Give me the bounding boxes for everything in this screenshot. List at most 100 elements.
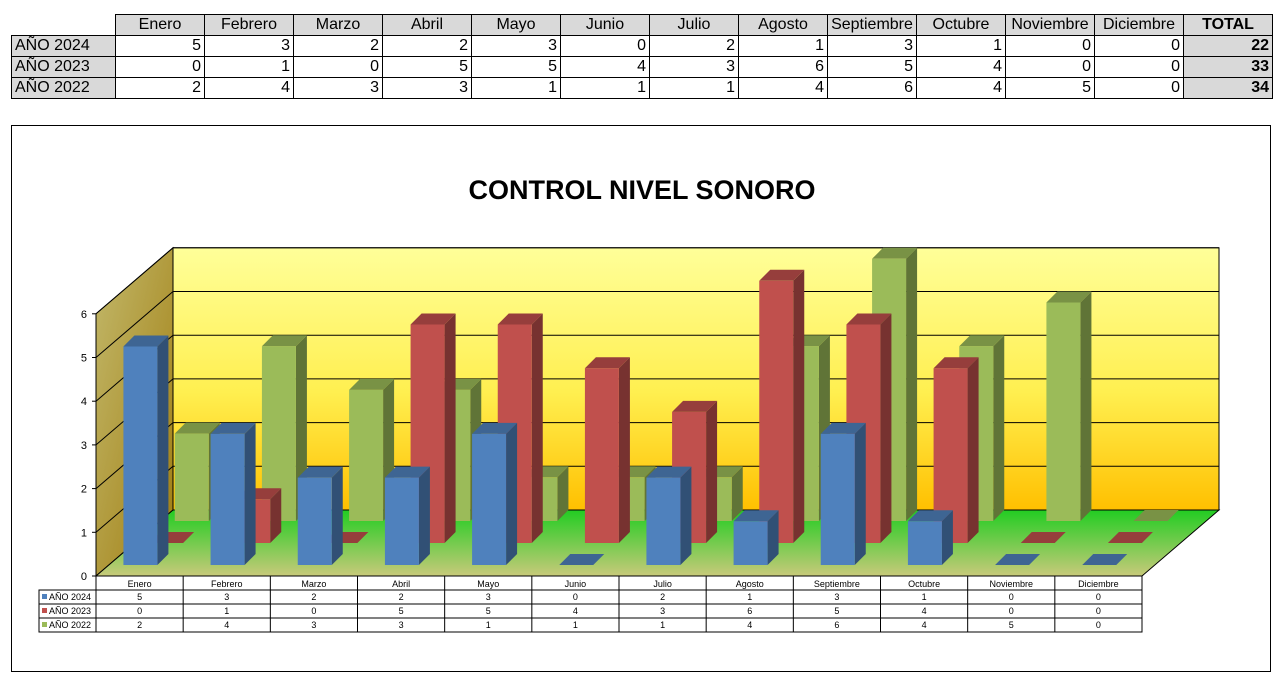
- month-header[interactable]: Diciembre: [1094, 14, 1184, 36]
- data-label: 2: [311, 592, 316, 602]
- bar-top: [174, 422, 220, 434]
- month-header[interactable]: Abril: [382, 14, 472, 36]
- total-header[interactable]: TOTAL: [1183, 14, 1273, 36]
- data-label: 0: [1009, 592, 1014, 602]
- month-header[interactable]: Octubre: [916, 14, 1006, 36]
- value-cell[interactable]: 3: [649, 56, 739, 78]
- value-cell[interactable]: 4: [916, 56, 1006, 78]
- value-cell[interactable]: 6: [738, 56, 828, 78]
- bar-front: [210, 433, 245, 565]
- data-label: 5: [399, 606, 404, 616]
- bar-top: [959, 335, 1005, 347]
- value-cell[interactable]: 2: [293, 35, 383, 57]
- value-cell[interactable]: 4: [916, 77, 1006, 99]
- value-cell[interactable]: 0: [1094, 35, 1184, 57]
- month-header[interactable]: Septiembre: [827, 14, 917, 36]
- value-cell[interactable]: 6: [827, 77, 917, 99]
- row-label[interactable]: AÑO 2023: [11, 56, 116, 78]
- data-label: 5: [834, 606, 839, 616]
- bar-top: [995, 554, 1041, 565]
- month-header[interactable]: Junio: [560, 14, 650, 36]
- y-tick-label: 2: [81, 484, 87, 496]
- month-header[interactable]: Julio: [649, 14, 739, 36]
- data-sheet: Enero Febrero Marzo Abril Mayo Junio Jul…: [11, 14, 1273, 99]
- value-cell[interactable]: 3: [827, 35, 917, 57]
- y-axis: 0 1 2 3 4 5 6: [81, 309, 97, 583]
- category-label: Octubre: [908, 579, 940, 589]
- value-cell[interactable]: 4: [204, 77, 294, 99]
- value-cell[interactable]: 0: [1005, 35, 1095, 57]
- bar-top: [759, 269, 805, 281]
- row-label[interactable]: AÑO 2022: [11, 77, 116, 99]
- legend-label: AÑO 2022: [49, 620, 91, 630]
- bar: [123, 335, 169, 565]
- bar-top: [672, 400, 718, 412]
- value-cell[interactable]: 0: [1094, 56, 1184, 78]
- value-cell[interactable]: 2: [382, 35, 472, 57]
- value-cell[interactable]: 0: [1005, 56, 1095, 78]
- total-cell[interactable]: 22: [1183, 35, 1273, 57]
- value-cell[interactable]: 3: [382, 77, 472, 99]
- data-label: 3: [660, 606, 665, 616]
- bar-top: [933, 357, 979, 369]
- bar-front: [907, 521, 942, 565]
- value-cell[interactable]: 1: [649, 77, 739, 99]
- data-label: 3: [224, 592, 229, 602]
- bar-side: [244, 422, 256, 565]
- value-cell[interactable]: 0: [1094, 77, 1184, 99]
- value-cell[interactable]: 1: [204, 56, 294, 78]
- row-label[interactable]: AÑO 2024: [11, 35, 116, 57]
- bar-top: [820, 422, 866, 434]
- month-header[interactable]: Agosto: [738, 14, 828, 36]
- bar-front: [297, 477, 332, 565]
- value-cell[interactable]: 1: [916, 35, 1006, 57]
- value-cell[interactable]: 3: [293, 77, 383, 99]
- value-cell[interactable]: 5: [827, 56, 917, 78]
- month-header[interactable]: Marzo: [293, 14, 383, 36]
- value-cell[interactable]: 0: [560, 35, 650, 57]
- value-cell[interactable]: 5: [1005, 77, 1095, 99]
- data-label: 0: [137, 606, 142, 616]
- bar-front: [174, 433, 209, 521]
- value-cell[interactable]: 5: [115, 35, 205, 57]
- data-label: 0: [1009, 606, 1014, 616]
- bar-side: [331, 466, 343, 565]
- month-header[interactable]: Enero: [115, 14, 205, 36]
- bar-side: [506, 422, 518, 565]
- total-cell[interactable]: 34: [1183, 77, 1273, 99]
- month-header[interactable]: Febrero: [204, 14, 294, 36]
- value-cell[interactable]: 1: [738, 35, 828, 57]
- data-label: 4: [747, 620, 752, 630]
- legend-swatch: [42, 622, 47, 627]
- value-cell[interactable]: 5: [471, 56, 561, 78]
- bar-top: [349, 378, 395, 390]
- bar-top: [297, 466, 343, 478]
- bar-side: [706, 400, 718, 543]
- bar-side: [618, 357, 630, 543]
- value-cell[interactable]: 5: [382, 56, 472, 78]
- bar-side: [270, 488, 282, 543]
- total-cell[interactable]: 33: [1183, 56, 1273, 78]
- value-cell[interactable]: 4: [560, 56, 650, 78]
- category-label: Septiembre: [814, 579, 860, 589]
- value-cell[interactable]: 1: [471, 77, 561, 99]
- legend-label: AÑO 2024: [49, 592, 91, 602]
- value-cell[interactable]: 0: [115, 56, 205, 78]
- y-tick-label: 6: [81, 309, 87, 321]
- data-label: 6: [834, 620, 839, 630]
- value-cell[interactable]: 2: [649, 35, 739, 57]
- value-cell[interactable]: 1: [560, 77, 650, 99]
- bar-top: [1046, 291, 1092, 303]
- value-cell[interactable]: 0: [293, 56, 383, 78]
- bar: [1107, 532, 1153, 543]
- value-cell[interactable]: 3: [204, 35, 294, 57]
- month-header[interactable]: Mayo: [471, 14, 561, 36]
- value-cell[interactable]: 2: [115, 77, 205, 99]
- value-cell[interactable]: 3: [471, 35, 561, 57]
- month-header[interactable]: Noviembre: [1005, 14, 1095, 36]
- y-tick-label: 1: [81, 527, 87, 539]
- category-label: Febrero: [211, 579, 243, 589]
- data-label: 1: [573, 620, 578, 630]
- chart-area[interactable]: CONTROL NIVEL SONORO 0 1 2 3 4 5 6 Enero Febrer…: [11, 125, 1271, 672]
- value-cell[interactable]: 4: [738, 77, 828, 99]
